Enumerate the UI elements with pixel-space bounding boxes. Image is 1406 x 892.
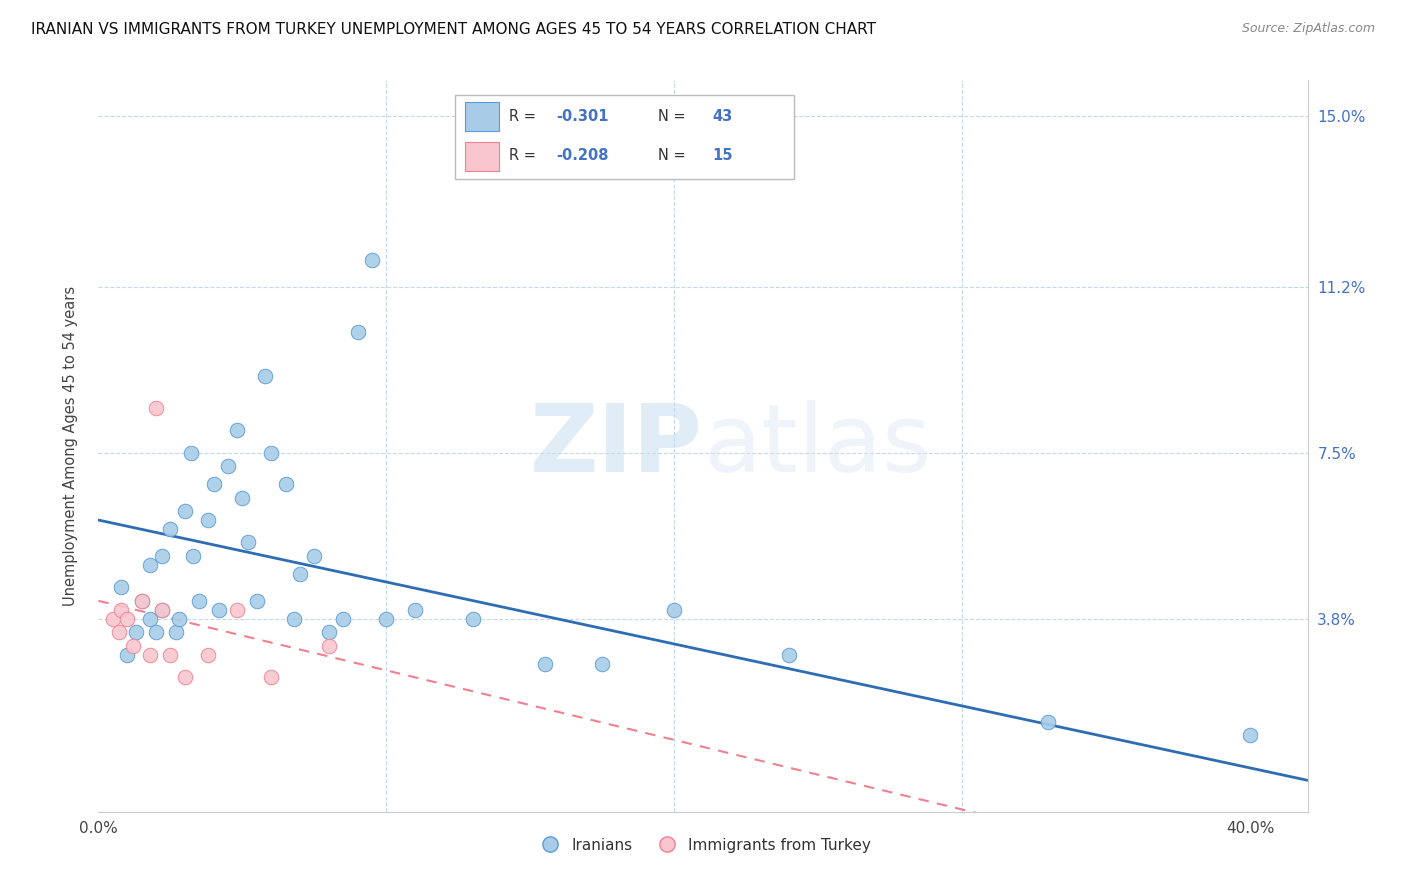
Point — [375, 612, 398, 626]
Point — [288, 566, 311, 581]
Point — [131, 594, 153, 608]
Point — [159, 648, 181, 662]
Point — [591, 657, 613, 671]
Point — [202, 477, 225, 491]
Point — [131, 594, 153, 608]
Point — [115, 648, 138, 662]
Point — [254, 369, 277, 384]
Point — [1038, 714, 1060, 729]
Point — [145, 625, 167, 640]
Point — [231, 491, 253, 505]
Point — [318, 639, 340, 653]
Point — [150, 603, 173, 617]
Point — [346, 325, 368, 339]
Point — [461, 612, 484, 626]
Text: ZIP: ZIP — [530, 400, 703, 492]
Point — [225, 603, 247, 617]
Point — [208, 603, 231, 617]
Point — [110, 603, 132, 617]
Point — [404, 603, 426, 617]
Text: atlas: atlas — [703, 400, 931, 492]
Point — [318, 625, 340, 640]
Point — [150, 603, 173, 617]
Point — [150, 549, 173, 563]
Point — [304, 549, 326, 563]
Point — [246, 594, 269, 608]
Point — [122, 639, 145, 653]
Point — [664, 603, 686, 617]
Point — [125, 625, 148, 640]
Point — [778, 648, 800, 662]
Y-axis label: Unemployment Among Ages 45 to 54 years: Unemployment Among Ages 45 to 54 years — [63, 286, 77, 606]
Point — [361, 252, 384, 267]
Point — [139, 612, 162, 626]
Point — [197, 513, 219, 527]
Point — [260, 446, 283, 460]
Point — [145, 401, 167, 415]
Point — [165, 625, 187, 640]
Point — [167, 612, 190, 626]
Point — [139, 558, 162, 572]
Point — [183, 549, 205, 563]
Point — [115, 612, 138, 626]
Text: Source: ZipAtlas.com: Source: ZipAtlas.com — [1241, 22, 1375, 36]
Point — [533, 657, 555, 671]
Point — [173, 670, 195, 684]
Text: IRANIAN VS IMMIGRANTS FROM TURKEY UNEMPLOYMENT AMONG AGES 45 TO 54 YEARS CORRELA: IRANIAN VS IMMIGRANTS FROM TURKEY UNEMPL… — [31, 22, 876, 37]
Point — [101, 612, 124, 626]
Legend: Iranians, Immigrants from Turkey: Iranians, Immigrants from Turkey — [529, 831, 877, 859]
Point — [283, 612, 305, 626]
Point — [236, 535, 259, 549]
Point — [1239, 728, 1261, 742]
Point — [173, 504, 195, 518]
Point — [188, 594, 211, 608]
Point — [217, 459, 239, 474]
Point — [332, 612, 354, 626]
Point — [180, 446, 202, 460]
Point — [159, 522, 181, 536]
Point — [107, 625, 129, 640]
Point — [139, 648, 162, 662]
Point — [225, 423, 247, 437]
Point — [110, 580, 132, 594]
Point — [274, 477, 297, 491]
Point — [197, 648, 219, 662]
Point — [260, 670, 283, 684]
